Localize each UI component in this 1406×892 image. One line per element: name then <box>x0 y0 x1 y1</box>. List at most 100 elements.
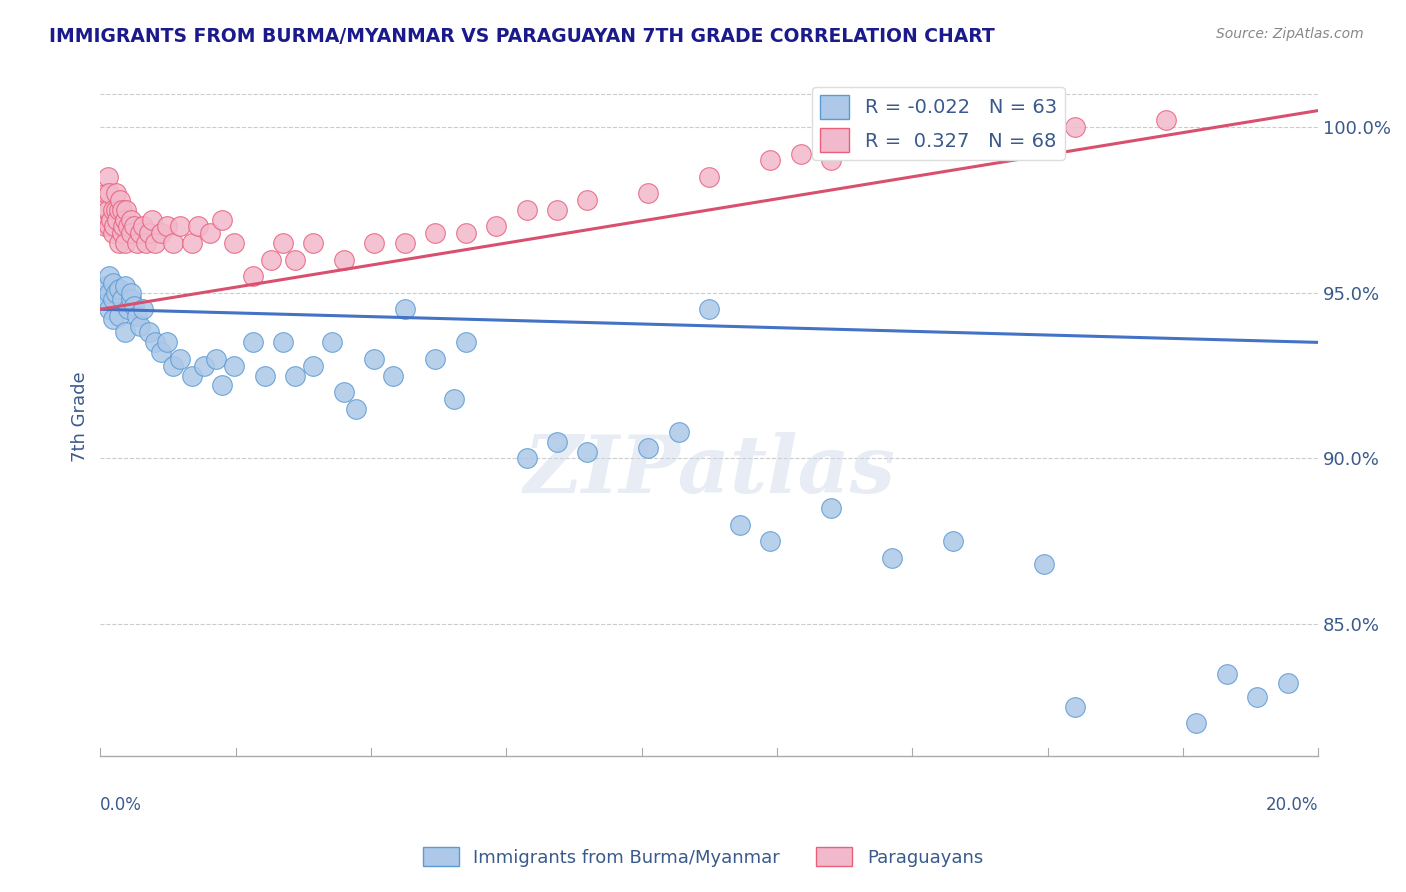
Point <box>485 219 508 234</box>
Point <box>114 212 136 227</box>
Point <box>169 351 191 366</box>
Point <box>260 252 283 267</box>
Text: IMMIGRANTS FROM BURMA/MYANMAR VS PARAGUAYAN 7TH GRADE CORRELATION CHART: IMMIGRANTS FROM BURMA/MYANMAR VS PARAGUA… <box>49 27 995 45</box>
Point <box>576 444 599 458</box>
Point <box>205 351 228 366</box>
Point <box>101 312 124 326</box>
Point <box>101 276 124 290</box>
Legend: R = -0.022   N = 63, R =  0.327   N = 68: R = -0.022 N = 63, R = 0.327 N = 68 <box>813 87 1064 160</box>
Point <box>141 212 163 227</box>
Point <box>101 202 124 217</box>
Point <box>759 153 782 168</box>
Point <box>94 219 117 234</box>
Point <box>117 302 139 317</box>
Point <box>129 226 152 240</box>
Point <box>156 219 179 234</box>
Point <box>1154 113 1177 128</box>
Point <box>271 235 294 250</box>
Point <box>150 226 173 240</box>
Point <box>138 326 160 340</box>
Point <box>132 302 155 317</box>
Point <box>98 269 121 284</box>
Point <box>224 235 246 250</box>
Point <box>138 226 160 240</box>
Point <box>302 235 325 250</box>
Point <box>198 226 221 240</box>
Point <box>100 212 122 227</box>
Point <box>1216 666 1239 681</box>
Point <box>1246 690 1268 704</box>
Y-axis label: 7th Grade: 7th Grade <box>72 372 89 462</box>
Point <box>1033 136 1056 151</box>
Legend: Immigrants from Burma/Myanmar, Paraguayans: Immigrants from Burma/Myanmar, Paraguaya… <box>416 840 990 874</box>
Point <box>394 235 416 250</box>
Point <box>942 534 965 549</box>
Point <box>143 235 166 250</box>
Point <box>143 335 166 350</box>
Point <box>284 252 307 267</box>
Point <box>333 385 356 400</box>
Point <box>1063 699 1085 714</box>
Point <box>425 351 447 366</box>
Point <box>93 202 115 217</box>
Point <box>728 517 751 532</box>
Point <box>108 193 131 207</box>
Point <box>697 169 720 184</box>
Point <box>820 500 842 515</box>
Point <box>180 235 202 250</box>
Point <box>122 299 145 313</box>
Point <box>98 285 121 300</box>
Point <box>1185 716 1208 731</box>
Point <box>107 202 129 217</box>
Point <box>107 282 129 296</box>
Point <box>1033 558 1056 572</box>
Point <box>253 368 276 383</box>
Point <box>111 202 134 217</box>
Point <box>546 202 568 217</box>
Point <box>759 534 782 549</box>
Point <box>101 226 124 240</box>
Point <box>972 127 994 141</box>
Point <box>125 309 148 323</box>
Point <box>242 269 264 284</box>
Point <box>97 202 120 217</box>
Point <box>104 285 127 300</box>
Point <box>394 302 416 317</box>
Text: ZIPatlas: ZIPatlas <box>523 433 896 510</box>
Point <box>96 186 118 201</box>
Point <box>114 235 136 250</box>
Point <box>103 219 125 234</box>
Point <box>150 345 173 359</box>
Point <box>107 235 129 250</box>
Point <box>101 293 124 307</box>
Point <box>105 212 128 227</box>
Point <box>697 302 720 317</box>
Point <box>344 401 367 416</box>
Point <box>668 425 690 439</box>
Point <box>576 193 599 207</box>
Point <box>117 219 139 234</box>
Point <box>125 235 148 250</box>
Text: Source: ZipAtlas.com: Source: ZipAtlas.com <box>1216 27 1364 41</box>
Point <box>302 359 325 373</box>
Point <box>120 212 142 227</box>
Point <box>180 368 202 383</box>
Point <box>454 226 477 240</box>
Text: 0.0%: 0.0% <box>100 796 142 814</box>
Point <box>637 186 659 201</box>
Point <box>546 434 568 449</box>
Point <box>284 368 307 383</box>
Point <box>162 359 184 373</box>
Point <box>169 219 191 234</box>
Point <box>1063 120 1085 135</box>
Point <box>96 293 118 307</box>
Point <box>112 219 135 234</box>
Point <box>115 202 138 217</box>
Point <box>98 219 121 234</box>
Point <box>211 212 233 227</box>
Point <box>104 186 127 201</box>
Point <box>135 235 157 250</box>
Point <box>425 226 447 240</box>
Point <box>120 226 142 240</box>
Point <box>120 285 142 300</box>
